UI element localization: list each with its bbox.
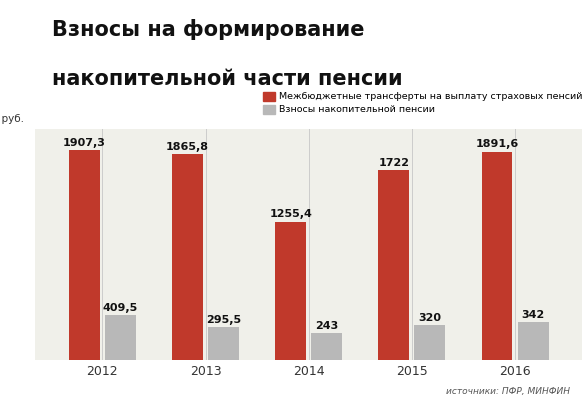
- Bar: [311, 333, 342, 360]
- Text: Взносы на формирование: Взносы на формирование: [52, 19, 364, 40]
- Legend: Межбюджетные трансферты на выплату страховых пенсий, Взносы накопительной пенсии: Межбюджетные трансферты на выплату страх…: [263, 92, 583, 114]
- Text: 1255,4: 1255,4: [269, 210, 312, 220]
- Text: млрд руб.: млрд руб.: [0, 114, 24, 124]
- Text: 342: 342: [522, 310, 544, 320]
- Text: накопительной части пенсии: накопительной части пенсии: [52, 69, 402, 89]
- Bar: [208, 328, 239, 360]
- Bar: [415, 325, 445, 360]
- Bar: [482, 152, 513, 360]
- Bar: [172, 154, 203, 360]
- Text: 295,5: 295,5: [206, 315, 241, 325]
- Bar: [378, 170, 409, 360]
- Text: 1907,3: 1907,3: [63, 138, 106, 148]
- Text: 320: 320: [419, 312, 442, 322]
- Bar: [69, 150, 100, 360]
- Text: источники: ПФР, МИНФИН: источники: ПФР, МИНФИН: [446, 387, 570, 396]
- Bar: [517, 322, 549, 360]
- Bar: [105, 315, 136, 360]
- Text: 409,5: 409,5: [103, 303, 138, 313]
- Text: 243: 243: [315, 321, 338, 331]
- Text: 1891,6: 1891,6: [475, 139, 519, 149]
- Text: 1722: 1722: [378, 158, 409, 168]
- Text: 1865,8: 1865,8: [166, 142, 209, 152]
- Bar: [275, 222, 306, 360]
